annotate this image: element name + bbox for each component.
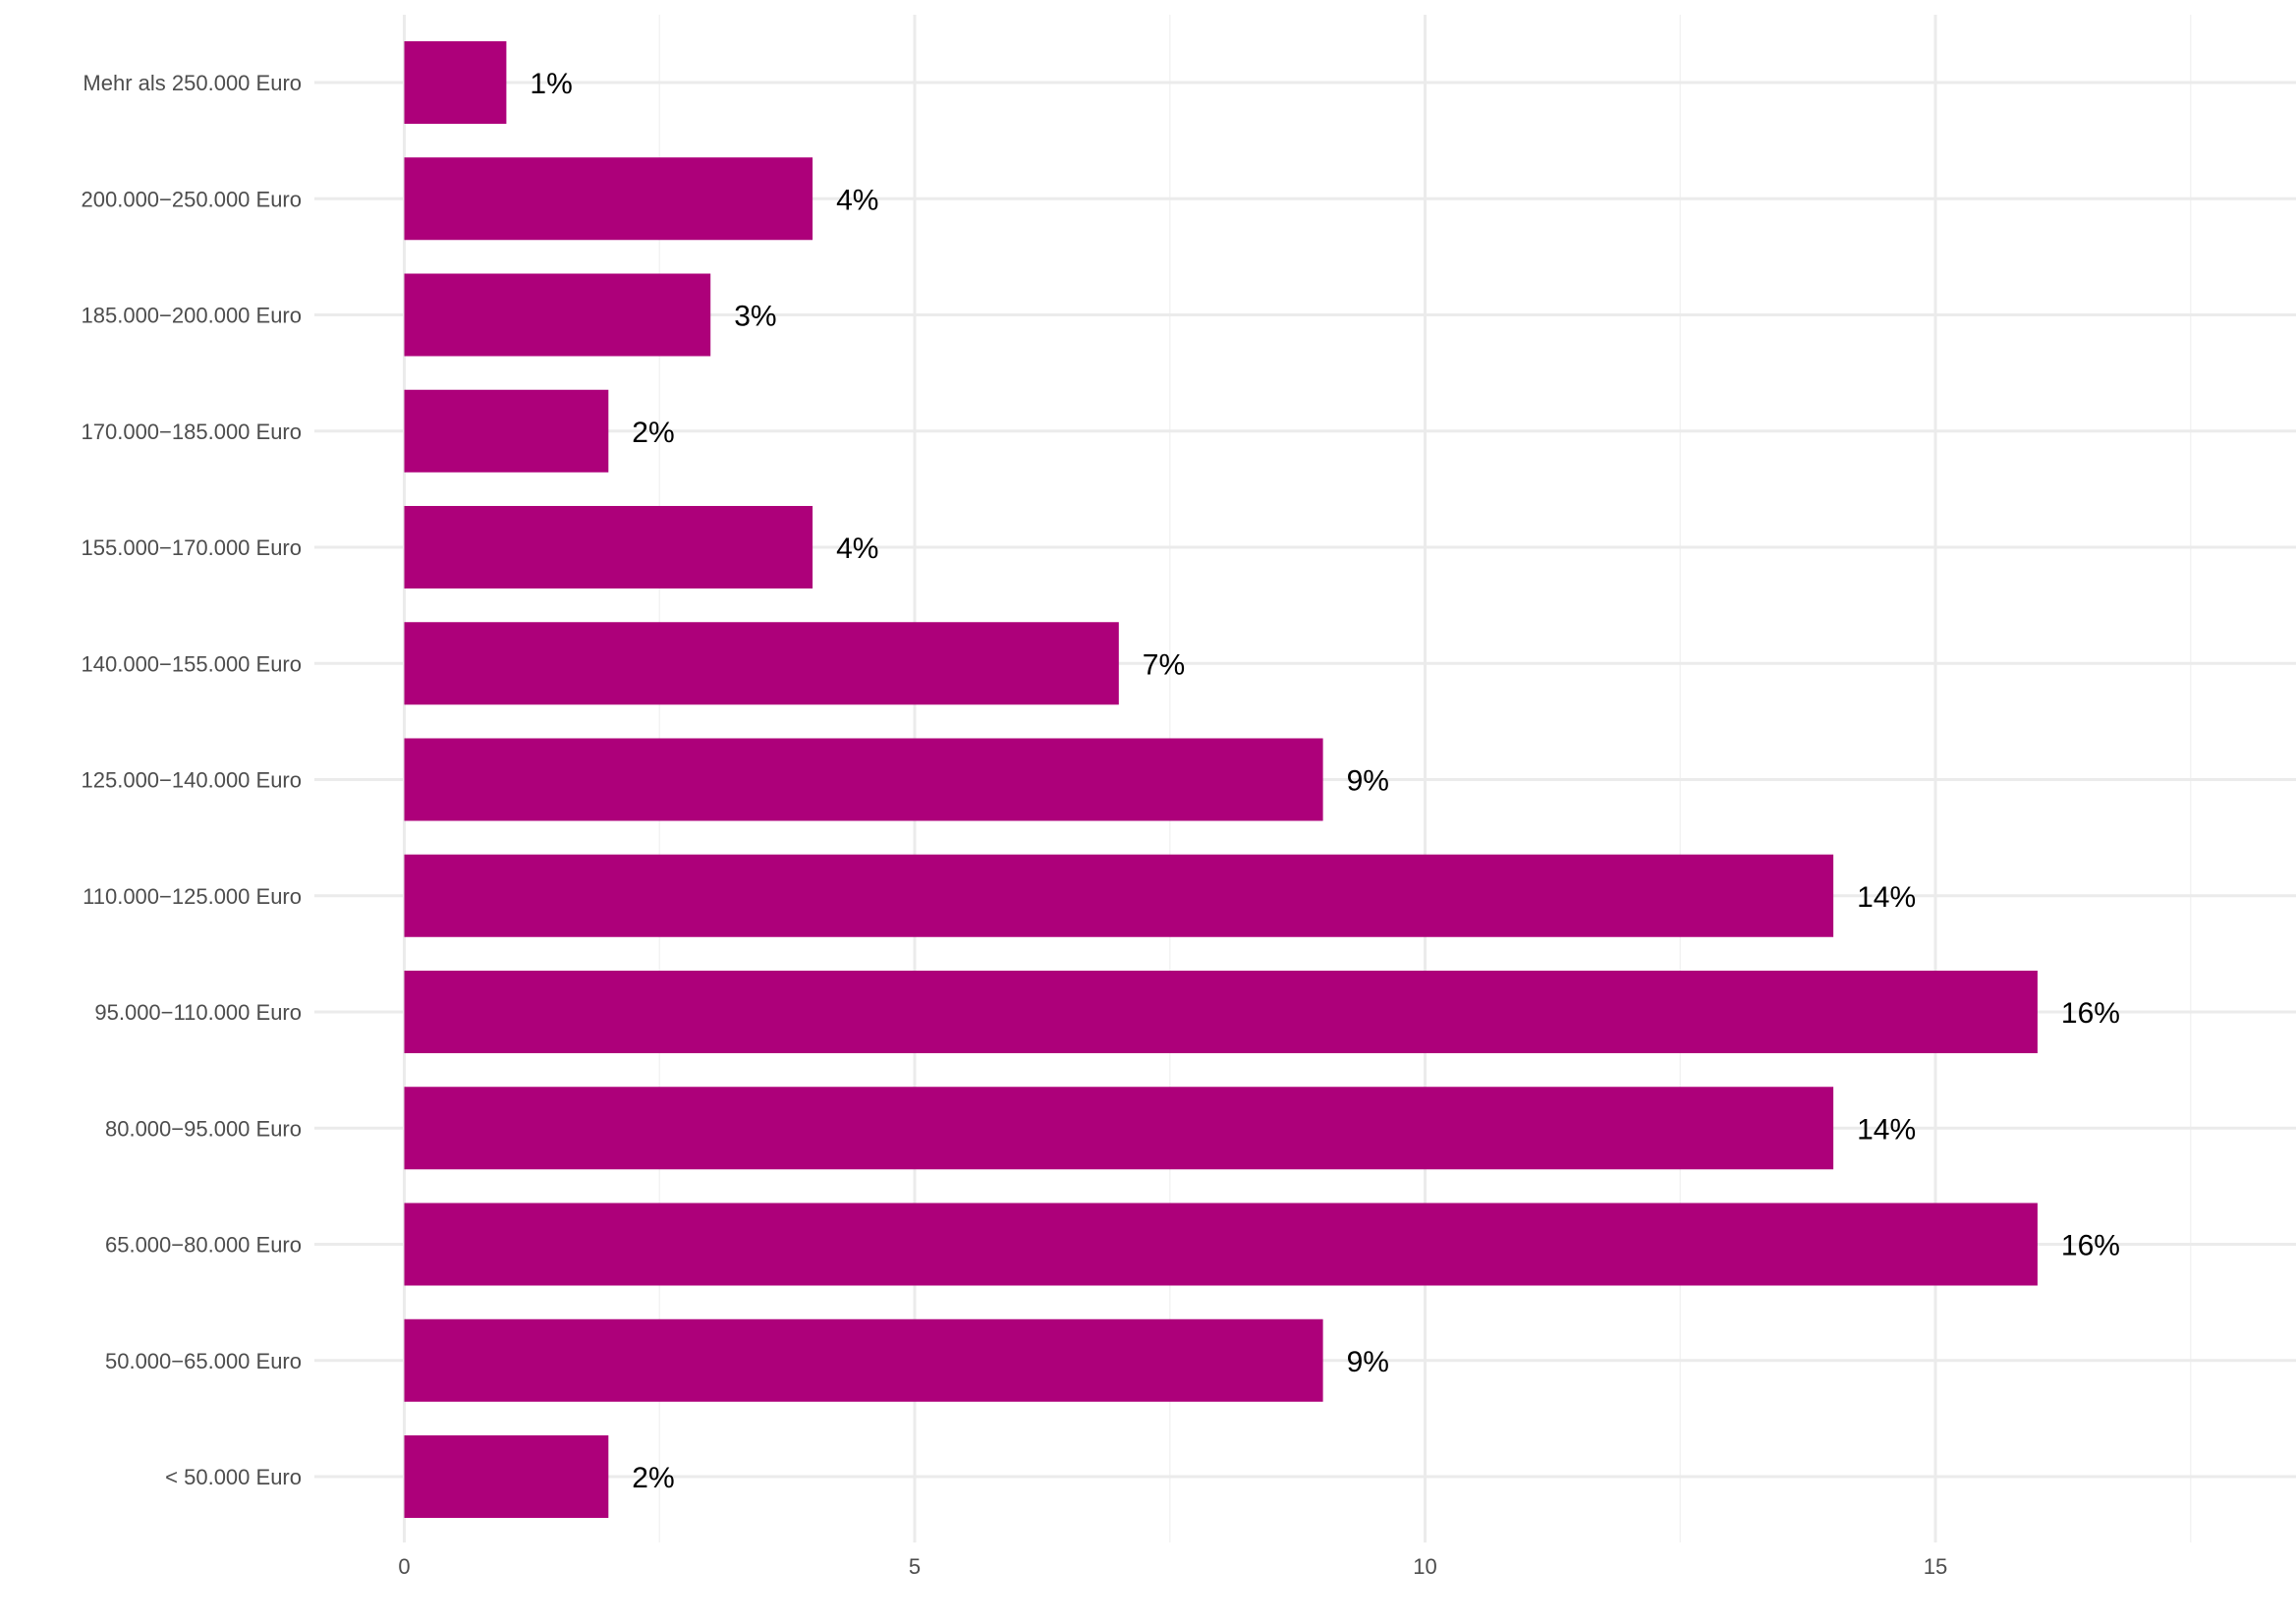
bar [404,854,1834,937]
bar [404,273,711,357]
data-label: 1% [530,68,572,100]
bar [404,1435,609,1518]
data-label: 14% [1857,881,1916,914]
data-label: 4% [836,532,878,565]
bar [404,622,1119,705]
data-label: 14% [1857,1113,1916,1146]
x-tick-label: 15 [1924,1554,1947,1579]
category-label: 95.000−110.000 Euro [94,1000,302,1025]
x-tick-label: 0 [398,1554,410,1579]
category-label: 140.000−155.000 Euro [82,651,302,676]
bar [404,1203,2038,1286]
category-label: 200.000−250.000 Euro [82,187,302,211]
category-label: 155.000−170.000 Euro [82,535,302,560]
data-label: 16% [2061,1230,2120,1262]
category-label: < 50.000 Euro [165,1465,302,1489]
x-tick-label: 10 [1413,1554,1436,1579]
data-label: 16% [2061,997,2120,1030]
data-label: 4% [836,184,878,216]
bar [404,738,1323,821]
bars [404,41,2038,1518]
data-labels: 2% 9% 16% 14% 16% 14% 9% 7% 4% 2% 3% 4% 1% [530,68,2120,1494]
data-label: 3% [734,301,776,333]
bar [404,389,609,473]
data-label: 2% [632,417,674,449]
bar [404,41,507,124]
data-label: 7% [1143,648,1185,681]
category-label: 125.000−140.000 Euro [82,768,302,793]
bar [404,1318,1323,1402]
bar [404,971,2038,1053]
category-labels: < 50.000 Euro 50.000−65.000 Euro 65.000−80… [82,71,302,1489]
bar [404,1087,1834,1170]
category-label: 50.000−65.000 Euro [105,1349,302,1373]
category-label: 80.000−95.000 Euro [105,1116,302,1141]
category-label: 170.000−185.000 Euro [82,420,302,444]
data-label: 2% [632,1462,674,1494]
category-label: 185.000−200.000 Euro [82,304,302,328]
category-label: 65.000−80.000 Euro [105,1233,302,1258]
x-axis-tick-labels: 0 5 10 15 [398,1554,1947,1579]
bar [404,157,813,241]
bar [404,506,813,588]
category-label: Mehr als 250.000 Euro [83,71,302,95]
data-label: 9% [1347,765,1389,798]
x-tick-label: 5 [909,1554,921,1579]
category-label: 110.000−125.000 Euro [83,884,302,909]
data-label: 9% [1347,1346,1389,1378]
